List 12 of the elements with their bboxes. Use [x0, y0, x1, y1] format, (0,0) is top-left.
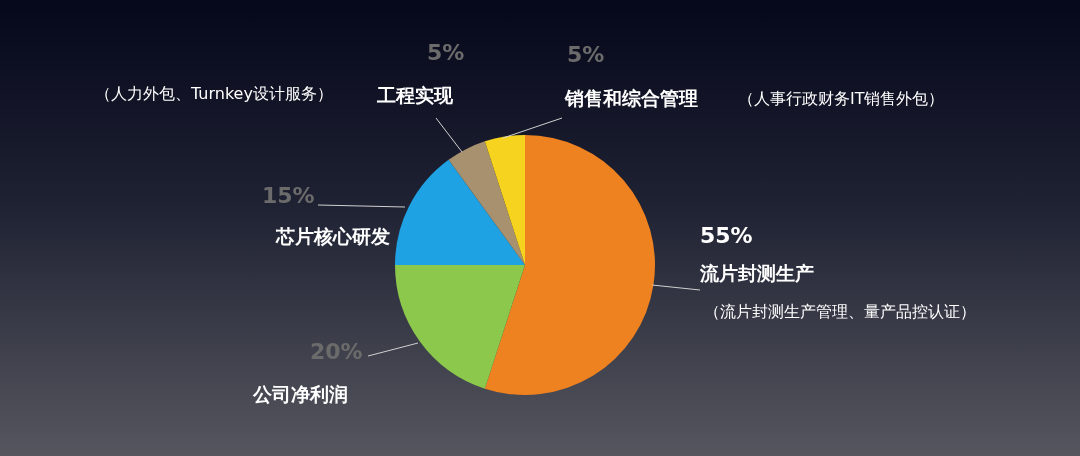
data-label: 5%	[567, 41, 605, 67]
data-label: 55%	[700, 222, 753, 248]
slice-label: 芯片核心研发	[275, 224, 390, 247]
slice-label: 工程实现	[376, 83, 454, 106]
data-label: 15%	[262, 182, 315, 208]
text: （人事行政财务IT销售外包）	[738, 89, 945, 109]
data-label: 5%	[427, 39, 465, 65]
slice-label: 销售和综合管理	[564, 86, 698, 109]
slice-label: 公司净利润	[252, 382, 348, 405]
slice-label: 流片封测生产	[699, 261, 814, 284]
text: （人力外包、Turnkey设计服务）	[95, 84, 333, 104]
text: （流片封测生产管理、量产品控认证）	[704, 302, 976, 322]
